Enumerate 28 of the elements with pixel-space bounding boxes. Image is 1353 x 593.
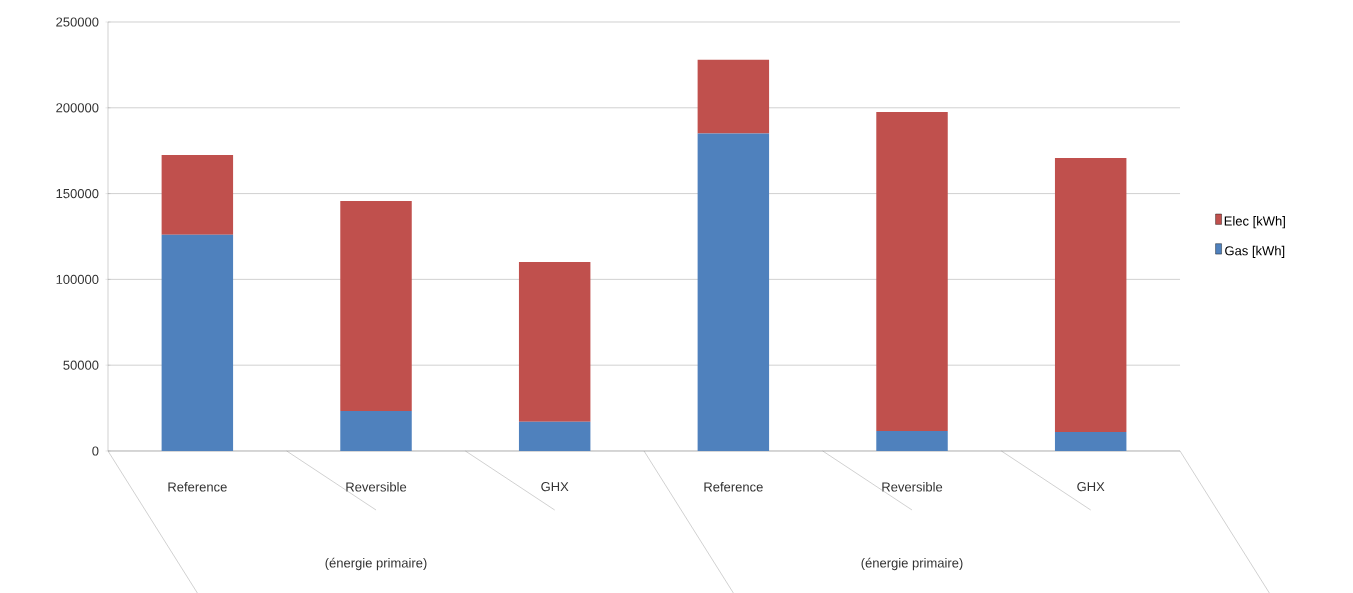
x-tick-label: GHX <box>541 482 569 492</box>
y-tick-label: 250000 <box>56 17 99 27</box>
legend-label: Elec [kWh] <box>1224 216 1285 229</box>
x-tick-label: Reference <box>168 482 227 492</box>
y-tick-label: 150000 <box>56 188 99 199</box>
bar <box>518 421 591 451</box>
y-tick-label: 0 <box>92 446 99 456</box>
y-tick-label: 200000 <box>56 103 99 113</box>
y-tick-label: 50000 <box>63 360 99 370</box>
bar <box>876 112 948 431</box>
bar <box>161 234 234 451</box>
bar <box>697 59 770 134</box>
x-tick-label: Reference <box>704 482 763 492</box>
bar <box>1054 432 1127 451</box>
bar <box>518 262 591 422</box>
bar <box>340 200 412 411</box>
text: (énergie primaire) <box>861 557 963 571</box>
x-tick-label: GHX <box>1077 482 1105 492</box>
bar <box>1054 158 1127 433</box>
bar <box>161 154 234 235</box>
legend-label: Gas [kWh] <box>1225 245 1285 258</box>
bar <box>697 133 770 451</box>
text: (énergie primaire) <box>325 557 427 571</box>
x-tick-label: Reversible <box>882 482 943 492</box>
bar <box>876 430 948 451</box>
y-tick-label: 100000 <box>56 274 99 284</box>
bar <box>340 411 412 451</box>
x-tick-label: Reversible <box>346 482 407 492</box>
